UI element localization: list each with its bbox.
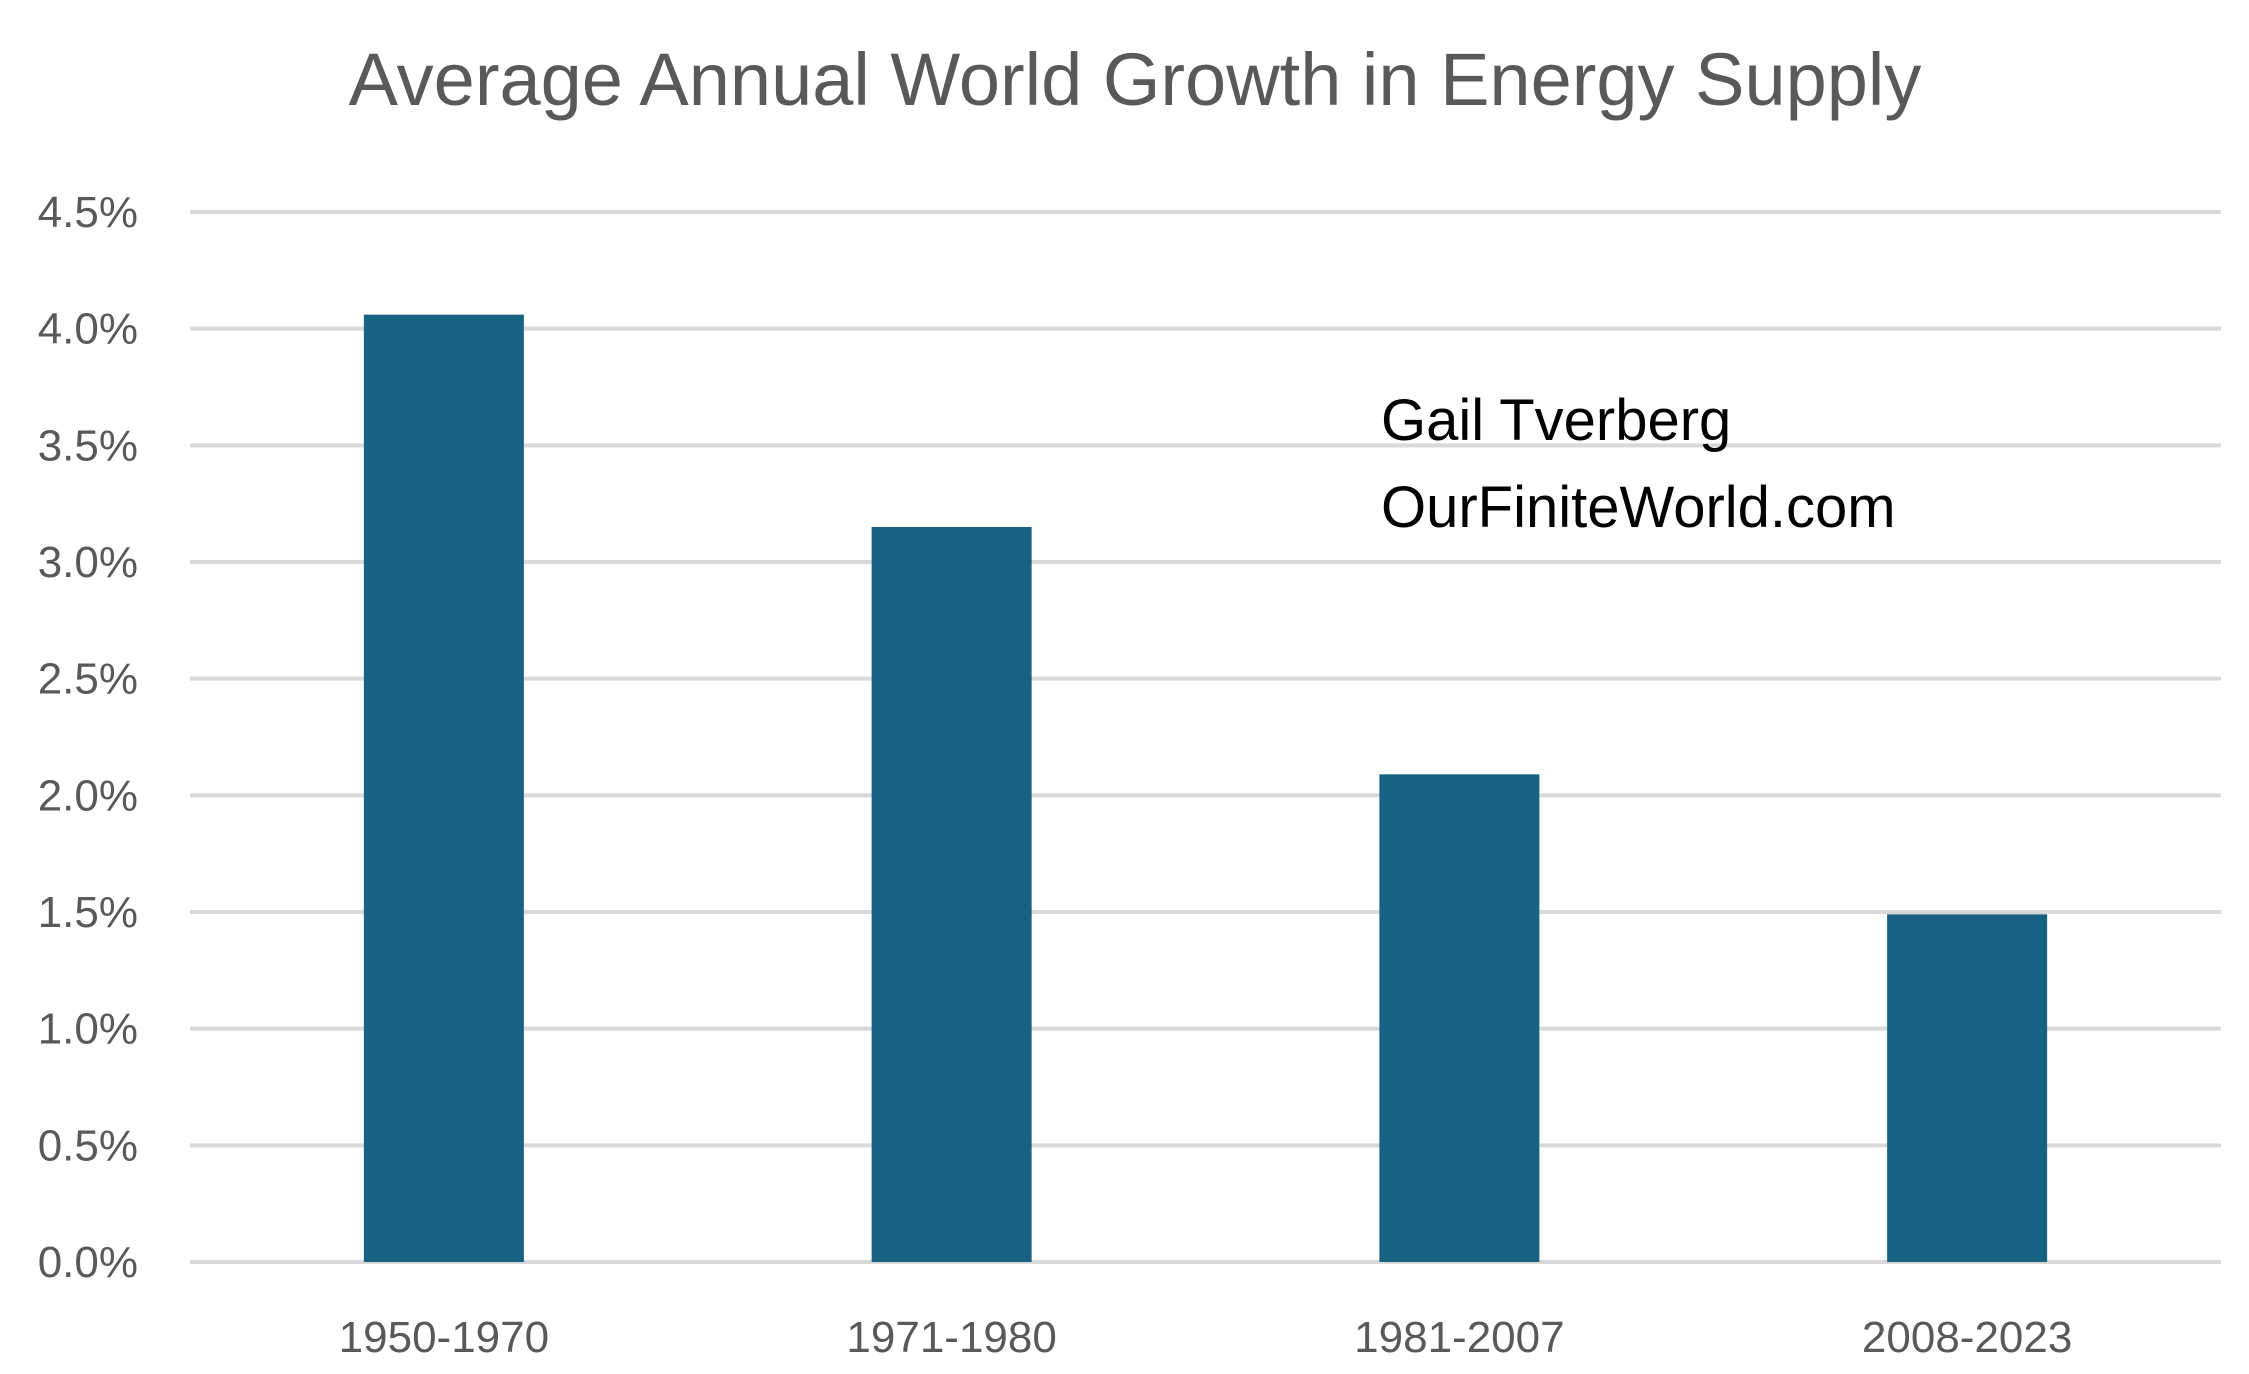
y-tick-label: 1.5% [38,888,138,937]
annotation-author: Gail Tverberg [1381,388,1731,453]
x-axis: 1950-1970 1971-1980 1981-2007 2008-2023 [339,1313,2073,1362]
y-tick-label: 1.0% [38,1005,138,1054]
y-tick-label: 3.5% [38,421,138,470]
chart-title: Average Annual World Growth in Energy Su… [349,38,1922,121]
x-tick-label: 1981-2007 [1354,1313,1564,1362]
x-tick-label: 2008-2023 [1862,1313,2072,1362]
bar-1950-1970 [363,314,524,1263]
y-tick-label: 2.5% [38,655,138,704]
annotation-website: OurFiniteWorld.com [1381,475,1896,540]
bar-2008-2023 [1887,914,2048,1262]
y-axis: 0.0% 0.5% 1.0% 1.5% 2.0% 2.5% 3.0% 3.5% 4.0% 4.5% [38,188,138,1287]
y-tick-label: 0.0% [38,1238,138,1287]
x-tick-label: 1971-1980 [846,1313,1056,1362]
y-tick-label: 4.0% [38,305,138,354]
y-tick-label: 4.5% [38,188,138,237]
bars [363,314,2048,1263]
x-tick-label: 1950-1970 [339,1313,549,1362]
bar-1971-1980 [871,527,1032,1262]
gridlines [190,210,2221,1264]
y-tick-label: 3.0% [38,538,138,587]
y-tick-label: 0.5% [38,1121,138,1170]
bar-1981-2007 [1379,774,1540,1262]
y-tick-label: 2.0% [38,771,138,820]
